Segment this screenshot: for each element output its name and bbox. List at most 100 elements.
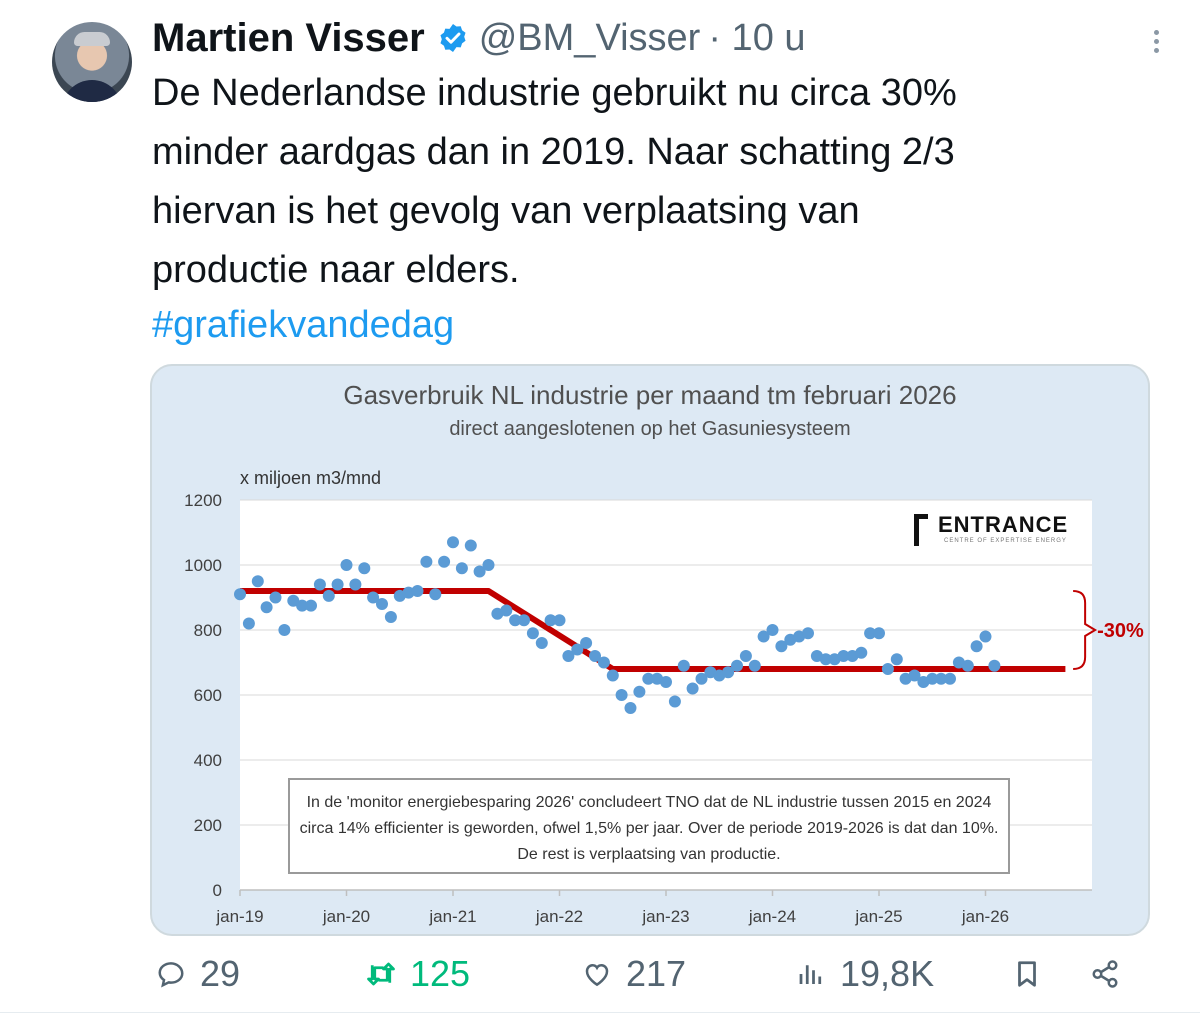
data-point [429, 588, 442, 601]
tweet-header: Martien Visser @BM_Visser · 10 u [152, 14, 806, 62]
chart-subtitle: direct aangeslotenen op het Gasuniesyste… [449, 418, 851, 440]
data-point [296, 599, 309, 612]
data-point [402, 586, 415, 599]
view-count: 19,8K [840, 953, 935, 994]
y-tick-label: 1000 [184, 556, 222, 575]
data-point [340, 559, 353, 571]
reduction-label: -30% [1097, 620, 1144, 642]
more-options-icon[interactable] [1146, 30, 1166, 56]
x-tick-label: jan-26 [961, 907, 1009, 926]
data-point [251, 575, 264, 588]
data-point [331, 578, 344, 591]
data-point [642, 672, 655, 685]
data-point [269, 591, 282, 604]
like-count: 217 [626, 953, 687, 994]
data-point [739, 650, 752, 662]
data-point [890, 653, 903, 666]
data-point [757, 630, 770, 643]
data-point [864, 627, 877, 640]
author-handle[interactable]: @BM_Visser [478, 16, 701, 59]
bookmark-button[interactable] [1012, 946, 1056, 1002]
data-point [837, 650, 850, 662]
verified-badge-icon [440, 24, 466, 52]
reply-count: 29 [200, 953, 241, 994]
data-point [571, 643, 584, 656]
data-point [819, 653, 832, 666]
data-point [553, 614, 566, 627]
tweet-time[interactable]: · 10 u [708, 16, 806, 59]
retweet-count: 125 [410, 953, 471, 994]
data-point [988, 659, 1001, 672]
logo-tagline: CENTRE OF EXPERTISE ENERGY [944, 538, 1067, 544]
data-point [367, 591, 380, 604]
data-point [447, 536, 459, 549]
data-point [881, 663, 894, 675]
y-axis-unit-label: x miljoen m3/mnd [240, 468, 382, 488]
reduction-bracket [1073, 590, 1098, 670]
x-tick-label: jan-20 [322, 907, 370, 926]
share-button[interactable] [1090, 946, 1134, 1002]
data-point [873, 627, 885, 640]
data-point [660, 676, 672, 688]
like-button[interactable]: 217 [582, 946, 686, 1002]
avatar-hair [74, 32, 110, 46]
data-point [535, 637, 548, 649]
reply-icon [158, 962, 184, 988]
data-point [695, 672, 708, 685]
data-point [615, 689, 628, 701]
chart-image[interactable]: Gasverbruik NL industrie per maand tm fe… [150, 364, 1150, 936]
divider [0, 1012, 1200, 1013]
y-tick-label: 600 [194, 686, 222, 705]
data-point [464, 539, 477, 552]
data-point [562, 650, 575, 662]
data-point [411, 585, 424, 597]
data-point [731, 659, 743, 672]
data-point [455, 562, 468, 575]
data-point [802, 627, 814, 640]
views-icon [799, 965, 822, 984]
avatar[interactable] [52, 22, 132, 102]
data-point [926, 672, 939, 685]
data-point [376, 598, 388, 610]
data-point [722, 666, 735, 679]
data-point [260, 601, 273, 614]
data-point [677, 659, 690, 672]
data-point [544, 614, 557, 627]
x-tick-label: jan-22 [535, 907, 583, 926]
data-point [970, 640, 983, 653]
logo-text: ENTRANCE [938, 512, 1069, 537]
heart-icon [585, 963, 609, 987]
retweet-button[interactable]: 125 [366, 946, 470, 1002]
y-tick-label: 800 [194, 621, 222, 640]
data-point [518, 614, 530, 627]
y-tick-label: 0 [213, 881, 222, 900]
data-point [438, 555, 451, 568]
data-point [242, 617, 255, 630]
data-point [473, 565, 486, 578]
data-point [482, 559, 495, 571]
y-tick-label: 1200 [184, 491, 222, 510]
reply-button[interactable]: 29 [156, 946, 240, 1002]
bookmark-icon [1018, 961, 1036, 987]
views-button[interactable]: 19,8K [796, 946, 934, 1002]
data-point [748, 659, 761, 672]
data-point [278, 624, 291, 636]
x-tick-label: jan-24 [748, 907, 796, 926]
data-point [358, 562, 371, 575]
chart-note: In de 'monitor energiebesparing 2026' co… [288, 778, 1010, 874]
data-point [509, 614, 522, 627]
hashtag-link[interactable]: #grafiekvandedag [152, 304, 455, 346]
data-point [384, 611, 397, 623]
data-point [234, 588, 246, 601]
author-name[interactable]: Martien Visser [152, 15, 425, 60]
data-point [322, 589, 335, 602]
data-point [420, 555, 433, 568]
y-tick-label: 400 [194, 751, 222, 770]
avatar-shirt [62, 80, 122, 102]
data-point [935, 672, 948, 685]
tweet-actions: 29 125 217 19,8K [0, 946, 1200, 1002]
data-point [589, 650, 601, 662]
data-point [624, 702, 637, 714]
tweet-text: De Nederlandse industrie gebruikt nu cir… [152, 72, 957, 291]
x-tick-label: jan-23 [641, 907, 689, 926]
